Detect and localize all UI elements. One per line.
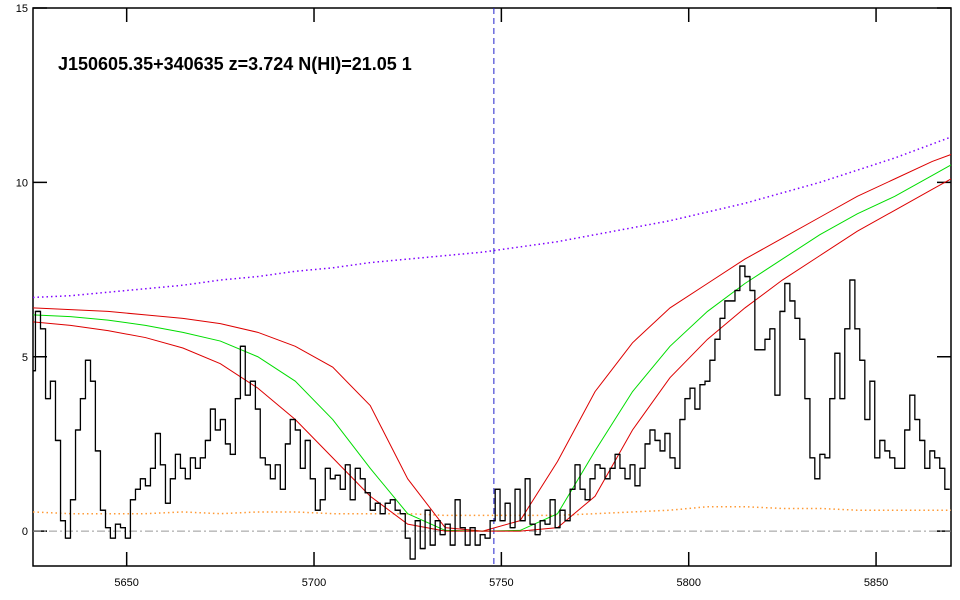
model-line xyxy=(32,136,952,299)
x-tick-label: 5800 xyxy=(676,577,700,589)
x-tick-label: 5700 xyxy=(302,577,326,589)
model-line xyxy=(32,154,952,532)
model-line xyxy=(32,505,951,517)
x-tick-label: 5850 xyxy=(864,577,888,589)
plot-frame xyxy=(32,7,952,567)
y-tick-label: 5 xyxy=(22,352,28,364)
x-tick-label: 5750 xyxy=(489,577,513,589)
flux-steps xyxy=(33,265,950,560)
y-tick-label: 15 xyxy=(16,3,28,15)
model-line xyxy=(32,178,952,532)
y-tick-label: 0 xyxy=(22,526,28,538)
x-tick-label: 5650 xyxy=(114,577,138,589)
y-tick-label: 10 xyxy=(16,177,28,189)
chart-title: J150605.35+340635 z=3.724 N(HI)=21.05 1 xyxy=(58,54,412,74)
model-line xyxy=(32,164,952,532)
